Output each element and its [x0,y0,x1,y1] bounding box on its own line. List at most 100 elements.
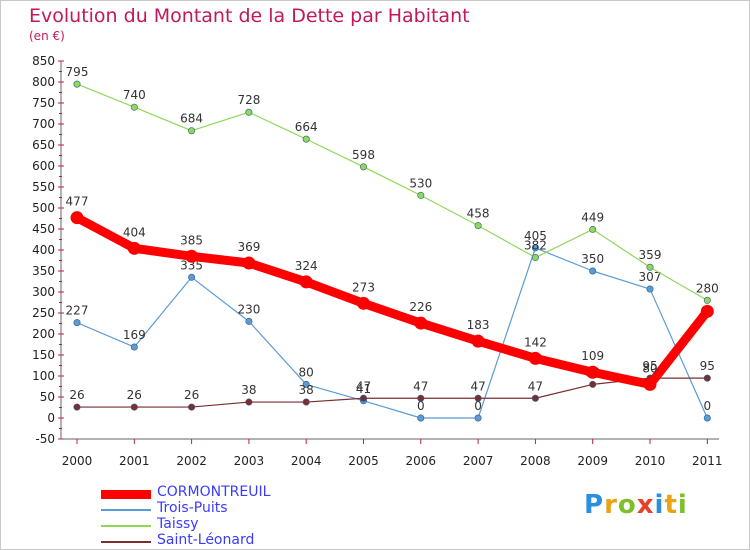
data-label: 598 [352,148,375,162]
y-tick-label: 550 [32,180,55,194]
data-label: 47 [413,379,428,393]
data-label: 26 [69,388,84,402]
data-point [245,317,253,325]
data-point [646,285,654,293]
y-tick-label: 400 [32,243,55,257]
data-point [531,244,539,252]
data-point [589,267,597,275]
legend-label: Saint-Léonard [157,532,255,548]
data-label: 740 [123,88,146,102]
y-tick-label: -50 [35,432,55,446]
data-point [299,275,313,289]
data-point [474,394,482,402]
data-point [245,108,253,116]
data-point [589,380,597,388]
data-label: 324 [295,259,318,273]
data-point [643,377,657,391]
data-label: 227 [66,304,89,318]
data-point [73,403,81,411]
x-tick-label: 2000 [62,454,93,468]
data-point [474,222,482,230]
data-point [185,249,199,263]
x-tick-label: 2006 [406,454,437,468]
data-point [417,394,425,402]
y-tick-label: 0 [47,411,55,425]
data-point [646,263,654,271]
y-tick-label: 850 [32,54,55,68]
data-point [359,394,367,402]
y-tick-label: 700 [32,117,55,131]
data-label: 684 [180,112,203,126]
data-label: 280 [696,281,719,295]
data-label: 664 [295,120,318,134]
data-label: 350 [581,252,604,266]
data-point [130,403,138,411]
series-line-trois-puits [76,247,708,419]
chart-title: Evolution du Montant de la Dette par Hab… [29,5,470,27]
y-tick-label: 750 [32,96,55,110]
data-label: 142 [524,335,547,349]
x-tick-label: 2011 [692,454,723,468]
data-label: 26 [184,388,199,402]
y-tick-label: 300 [32,285,55,299]
data-label: 359 [639,248,662,262]
data-label: 458 [467,207,490,221]
data-point [703,296,711,304]
data-point [73,80,81,88]
data-point [474,414,482,422]
data-point [703,414,711,422]
data-label: 41 [356,382,371,396]
data-point [188,403,196,411]
data-point [188,127,196,135]
data-label: 230 [237,302,260,316]
data-label: 728 [237,93,260,107]
data-label: 0 [703,399,711,413]
x-tick-label: 2004 [291,454,322,468]
data-label: 0 [474,399,482,413]
data-point [70,211,84,225]
y-tick-label: 150 [32,348,55,362]
data-label: 795 [66,65,89,79]
data-label: 382 [524,239,547,253]
data-point [73,319,81,327]
series-line-taissy [76,83,708,301]
data-label: 273 [352,280,375,294]
data-point [130,103,138,111]
y-tick-label: 650 [32,138,55,152]
data-label: 80 [299,365,314,379]
legend-label: Taissy [157,516,199,532]
data-label: 26 [127,388,142,402]
y-tick-label: 450 [32,222,55,236]
data-label: 307 [639,270,662,284]
data-label: 109 [581,349,604,363]
data-point [414,316,428,330]
data-label: 95 [642,359,657,373]
data-label: 404 [123,225,146,239]
y-tick-label: 200 [32,327,55,341]
x-tick-label: 2010 [635,454,666,468]
legend-swatch [101,509,151,511]
legend-label: CORMONTREUIL [157,484,271,500]
data-label: 449 [581,210,604,224]
data-point [531,394,539,402]
x-tick-label: 2005 [348,454,379,468]
data-point [531,254,539,262]
data-label: 405 [524,229,547,243]
data-point [130,343,138,351]
chart-subtitle: (en €) [29,29,65,43]
legend-swatch [101,489,151,499]
data-point [359,163,367,171]
data-point [127,241,141,255]
data-point [302,398,310,406]
x-tick-label: 2002 [176,454,207,468]
y-tick-label: 500 [32,201,55,215]
x-tick-label: 2001 [119,454,150,468]
data-label: 335 [180,258,203,272]
data-label: 80 [642,361,657,375]
data-point [700,304,714,318]
y-tick-label: 100 [32,369,55,383]
y-tick-label: 800 [32,75,55,89]
y-tick-label: 350 [32,264,55,278]
data-point [528,351,542,365]
data-label: 385 [180,233,203,247]
